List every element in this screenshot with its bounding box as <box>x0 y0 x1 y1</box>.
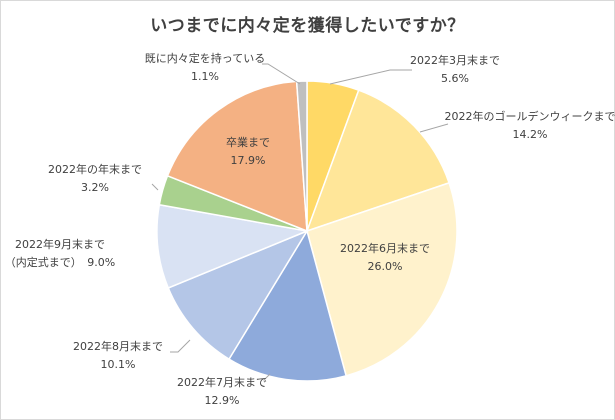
slice-label: 卒業まで 17.9% <box>226 135 270 167</box>
leader-line <box>263 373 271 381</box>
slice-label: 既に内々定を持っている 1.1% <box>145 51 265 83</box>
slice-label: 2022年8月末まで 10.1% <box>73 339 163 371</box>
slice-labels: 2022年3月末まで 5.6% 2022年のゴールデンウィークまで 14.2% 2022… <box>5 51 615 407</box>
leader-line <box>151 183 159 191</box>
chart-title: いつまでに内々定を獲得したいですか？ <box>150 16 465 36</box>
pie-slice <box>166 80 308 233</box>
pie-slice <box>306 181 458 377</box>
leader-line <box>419 123 449 133</box>
slice-label: 2022年9月末まで（内定式まで） 9.0% <box>5 237 115 269</box>
slice-label: 2022年のゴールデンウィークまで 14.2% <box>445 109 615 141</box>
slice-label: 2022年3月末まで 5.6% <box>410 53 500 85</box>
pie-slice <box>227 229 348 382</box>
leader-line <box>262 63 301 85</box>
slice-label: 2022年の年末まで 3.2% <box>48 162 142 194</box>
slice-label: 2022年6月末まで 26.0% <box>340 241 430 273</box>
leader-line <box>329 69 412 85</box>
leader-lines <box>151 63 449 381</box>
pie-slices <box>156 80 458 382</box>
pie-slice <box>305 89 451 233</box>
slice-label: 2022年7月末まで 12.9% <box>177 375 267 407</box>
pie-slice <box>156 203 310 289</box>
pie-slice <box>167 229 309 361</box>
leader-line <box>170 339 191 353</box>
